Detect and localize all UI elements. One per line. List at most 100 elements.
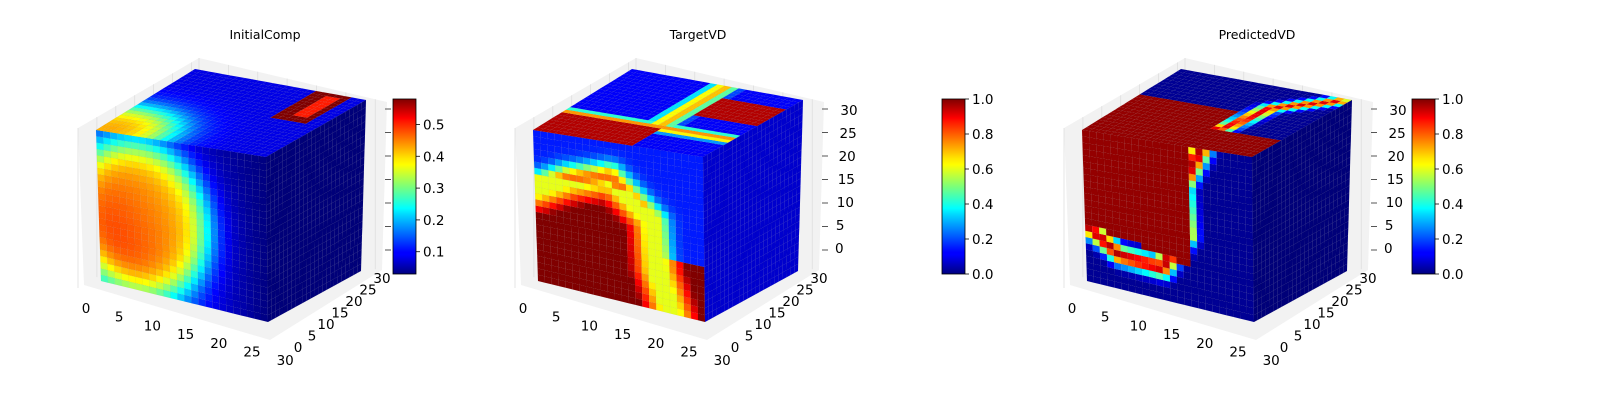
voxel [180,149,189,158]
voxel [660,150,668,159]
chart-panel-3: PredictedVD05101520253005101520253005101… [1063,27,1463,369]
voxel [1224,193,1232,202]
top-face-2 [532,68,804,158]
voxel [173,142,182,151]
voxel [582,137,590,146]
voxel [1245,176,1253,185]
voxel [251,161,260,170]
voxel [244,160,253,169]
voxel [1238,188,1246,198]
voxel [244,167,253,176]
voxel [667,178,676,187]
z-tick-label: 0 [835,241,844,257]
voxel [181,156,189,165]
voxel [259,183,267,192]
voxel [230,171,239,180]
voxel [681,153,690,162]
voxel [1082,136,1090,144]
voxel [1124,136,1132,145]
colorbar-tick-label: 0.4 [972,197,993,213]
colorbar-tick-label: 0.1 [423,245,444,261]
x-tick-label: 15 [177,327,194,343]
voxel [1209,183,1218,193]
voxel [660,183,669,193]
voxel [230,151,238,160]
voxel [632,152,640,161]
x-tick-label: 0 [519,301,528,317]
voxel [1230,173,1239,183]
voxel [110,132,118,140]
voxel [1216,171,1225,180]
voxel [646,161,654,170]
voxel [1230,160,1239,169]
z-tick-label: 20 [839,149,856,165]
voxel [1195,154,1203,163]
voxel [1244,155,1253,165]
voxel [209,154,217,163]
voxel [1181,145,1189,154]
z-tick-marks-1 [385,108,391,251]
x-tick-label: 20 [647,336,664,352]
voxel [696,183,704,192]
voxel [251,154,260,163]
voxel [1195,161,1203,170]
voxel [589,151,598,160]
voxel [618,163,626,172]
voxel [1237,154,1246,163]
voxel [675,186,683,195]
voxel [1244,169,1253,178]
voxel [145,137,153,146]
voxel [1138,138,1147,147]
voxel [610,142,619,151]
top-face-1 [95,68,367,158]
voxel [238,186,246,195]
colorbar-tick-label: 0.2 [972,232,993,248]
voxel [1202,189,1211,198]
voxel [646,181,655,190]
z-tick-label: 10 [837,195,854,211]
voxel [603,147,612,156]
voxel [195,152,203,161]
voxel [252,188,260,198]
voxel [547,138,555,147]
voxel [1110,140,1118,149]
voxel [1223,159,1232,168]
voxel [1117,148,1126,157]
voxel [689,181,697,191]
voxel [1237,168,1246,177]
voxel [152,138,161,147]
voxel [1223,152,1231,161]
voxel [667,157,676,167]
voxel [547,132,555,140]
y-tick-label: 5 [745,329,754,345]
voxel [540,143,548,152]
z-tick-label: 5 [836,218,845,234]
voxel [617,143,626,152]
voxel [195,145,203,154]
voxel [561,134,569,143]
voxel [1237,161,1246,170]
voxel [589,138,598,147]
voxel [674,179,683,188]
voxel [230,157,239,167]
voxel [1230,153,1239,162]
voxel [681,160,690,169]
voxel [533,136,541,144]
voxel [223,156,231,166]
voxel [674,165,683,175]
voxel [209,181,218,190]
voxel [575,143,584,151]
voxel [674,152,682,161]
voxel [124,134,132,143]
voxel [1110,134,1118,143]
voxel [695,162,704,171]
colorbar-gradient [941,98,966,275]
x-tick-label: 15 [614,327,631,343]
voxel [1224,186,1232,195]
voxel [1138,145,1147,154]
voxel [202,146,210,155]
voxel [237,159,246,168]
voxel [695,155,704,165]
voxel [230,178,239,187]
